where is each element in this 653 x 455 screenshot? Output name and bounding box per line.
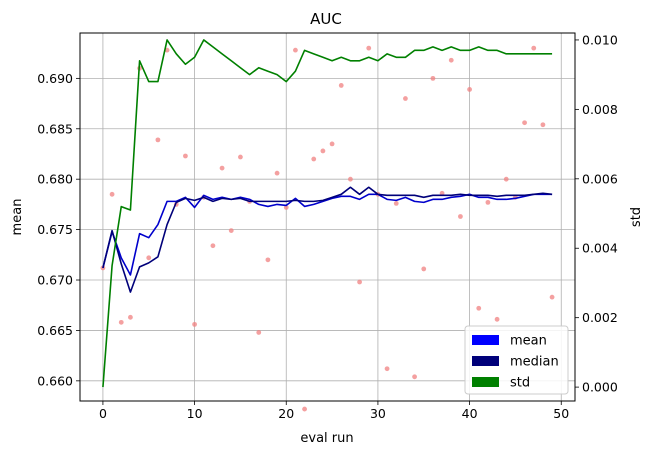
scatter-point [439,190,445,196]
x-tick-label: 30 [370,406,386,421]
scatter-point [329,141,335,147]
legend-swatch-std [472,377,499,387]
x-tick-label: 0 [99,406,107,421]
x-tick-label: 10 [187,406,203,421]
scatter-point [476,305,482,311]
plot-frame [79,32,576,402]
scatter-point [274,170,280,176]
scatter-point [293,47,298,53]
scatter-point [430,75,436,81]
scatter-point [118,319,124,325]
legend-swatch-mean [472,335,499,345]
scatter-point [238,154,243,160]
scatter-point [522,120,527,126]
scatter-point [146,255,152,261]
scatter-point [210,243,216,249]
y-axis-left: 0.660 0.665 0.670 0.675 0.680 0.685 0.690 [37,71,80,388]
legend-label-mean: mean [510,334,547,349]
series-line-median [102,186,553,293]
scatter-point [320,148,326,154]
scatter-point [531,45,537,51]
y-tick-label: 0.665 [37,323,73,338]
scatter-point [467,87,472,92]
scatter-point [403,96,408,101]
scatter-point [256,330,262,335]
scatter-point [549,294,555,300]
y-axis-label: mean [10,199,25,236]
scatter-point [393,200,399,206]
scatter-point [540,122,546,128]
x-axis-label: eval run [300,431,353,446]
scatter-point [503,176,509,182]
scatter-point [192,321,197,327]
y2-axis-label: std [629,207,644,227]
legend-label-median: median [510,355,559,370]
chart-title: AUC [310,10,342,28]
scatter-point [448,57,454,63]
legend-label-std: std [510,376,530,391]
scatter-point [338,83,344,88]
scatter-point [384,366,390,372]
legend-swatch-median [472,356,499,366]
x-tick-label: 50 [553,406,569,421]
scatter-point [283,205,289,210]
x-tick-label: 20 [278,406,294,421]
scatter-point [494,316,500,322]
scatter-point [183,153,188,159]
y-tick-label: 0.690 [37,71,73,86]
y-tick-label: 0.660 [37,373,73,388]
scatter-point [311,156,317,162]
series-line-std [102,39,553,388]
y2-tick-label: 0.008 [582,102,618,117]
x-axis: 0 10 20 30 40 50 [99,401,569,421]
y2-tick-label: 0.004 [582,241,618,256]
scatter-point [265,257,271,263]
scatter-point [412,374,417,380]
scatter-point [421,266,427,272]
scatter-point [128,314,133,320]
scatter-point [366,45,372,51]
x-tick-label: 40 [462,406,478,421]
y2-tick-label: 0.006 [582,171,618,186]
series-line-mean [102,193,553,276]
grid [80,33,575,401]
scatter-point [155,137,161,143]
plot-marks [100,39,555,412]
y2-tick-label: 0.010 [582,32,618,47]
scatter-point [228,228,234,234]
y-tick-label: 0.685 [37,121,73,136]
scatter-point [357,279,362,285]
scatter-point [219,165,225,171]
y2-tick-label: 0.000 [582,380,618,395]
y-axis-right: 0.000 0.002 0.004 0.006 0.008 0.010 [575,32,618,395]
scatter-point [458,214,463,219]
scatter-point [302,406,307,412]
scatter-point [109,191,115,197]
y-tick-label: 0.675 [37,222,73,237]
y-tick-label: 0.680 [37,172,73,187]
scatter-point [485,199,491,205]
legend: mean median std [464,325,569,395]
y-tick-label: 0.670 [37,273,73,288]
y2-tick-label: 0.002 [582,310,618,325]
scatter-point [348,176,353,182]
